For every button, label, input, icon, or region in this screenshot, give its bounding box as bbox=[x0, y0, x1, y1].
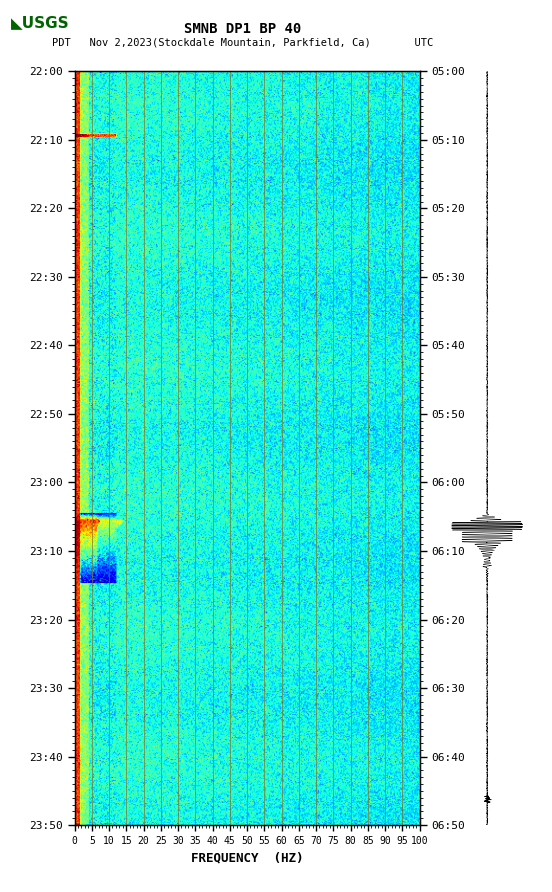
Text: SMNB DP1 BP 40: SMNB DP1 BP 40 bbox=[184, 22, 301, 37]
Text: ◣USGS: ◣USGS bbox=[11, 15, 70, 29]
X-axis label: FREQUENCY  (HZ): FREQUENCY (HZ) bbox=[191, 851, 303, 864]
Text: PDT   Nov 2,2023(Stockdale Mountain, Parkfield, Ca)       UTC: PDT Nov 2,2023(Stockdale Mountain, Parkf… bbox=[52, 37, 433, 48]
